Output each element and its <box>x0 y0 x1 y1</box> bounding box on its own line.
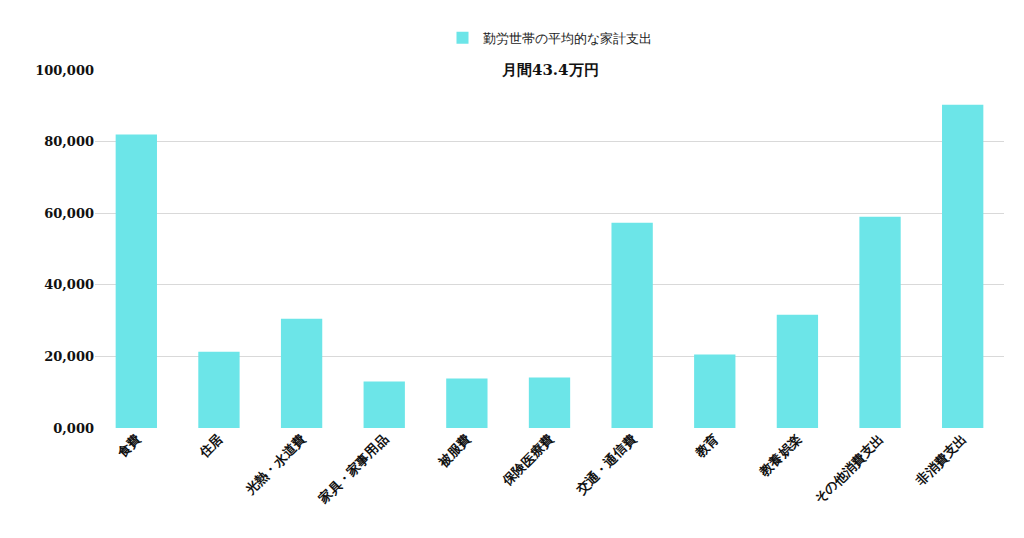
svg-text:60,000: 60,000 <box>44 206 94 221</box>
svg-text:保険医療費: 保険医療費 <box>499 432 556 489</box>
svg-text:勤労世帯の平均的な家計支出: 勤労世帯の平均的な家計支出 <box>483 31 652 46</box>
svg-text:100,000: 100,000 <box>35 63 94 78</box>
svg-text:食費: 食費 <box>113 432 143 462</box>
svg-text:交通・通信費: 交通・通信費 <box>572 432 638 498</box>
svg-text:月間43.4万円: 月間43.4万円 <box>501 61 599 79</box>
svg-text:0,000: 0,000 <box>53 421 94 436</box>
svg-text:教育: 教育 <box>692 432 722 462</box>
svg-text:住居: 住居 <box>196 432 226 462</box>
svg-text:その他消費支出: その他消費支出 <box>812 432 887 507</box>
svg-text:光熱・水道費: 光熱・水道費 <box>242 432 308 498</box>
svg-text:20,000: 20,000 <box>44 349 94 364</box>
svg-text:被服費: 被服費 <box>435 432 474 471</box>
svg-text:80,000: 80,000 <box>44 134 94 149</box>
svg-text:非消費支出: 非消費支出 <box>912 432 969 489</box>
svg-text:家具・家事用品: 家具・家事用品 <box>315 432 391 508</box>
svg-text:教養娯楽: 教養娯楽 <box>756 432 804 480</box>
svg-text:40,000: 40,000 <box>44 277 94 292</box>
